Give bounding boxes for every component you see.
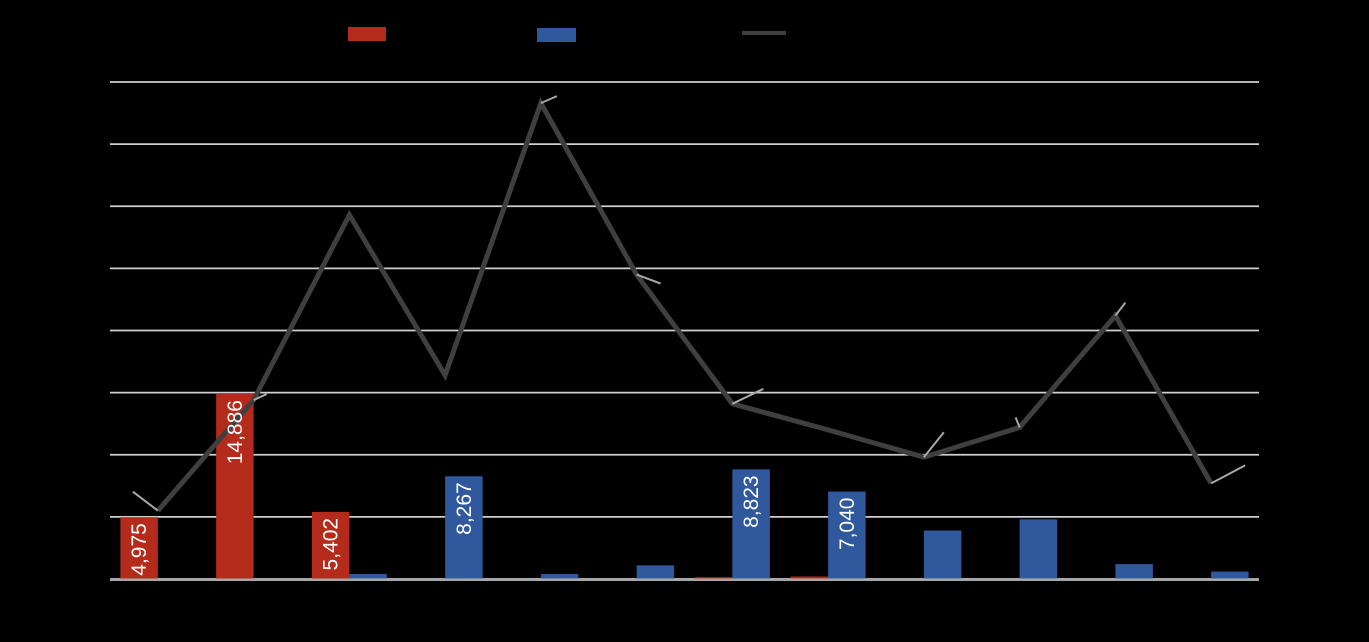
bar-blue-bars-11 [1115, 564, 1153, 579]
bar-blue-bars-4 [445, 476, 483, 579]
bar-data-label: 5,402 [320, 518, 343, 571]
bar-blue-bars-12 [1211, 571, 1249, 579]
bar-data-label: 14,886 [224, 400, 247, 464]
bar-blue-bars-7 [732, 469, 770, 579]
bar-data-label: 8,823 [740, 475, 763, 528]
label-leader-line [923, 431, 945, 458]
label-leader-line [1014, 417, 1021, 428]
bar-data-label: 4,975 [128, 523, 151, 576]
bar-blue-bars-10 [1019, 519, 1058, 579]
trend-line [156, 97, 1214, 513]
legend-swatch-blue-series [537, 28, 576, 42]
bar-blue-bars-6 [636, 565, 675, 579]
bar-red-bars-8 [790, 576, 829, 579]
bar-data-label: 7,040 [836, 498, 859, 551]
bar-blue-bars-8 [828, 491, 866, 579]
label-leader-line [253, 393, 268, 401]
label-leader-line [132, 490, 159, 512]
legend-swatch-red-series [348, 27, 386, 41]
bar-series [120, 394, 1249, 579]
bar-data-labels: 4,975 14,886 5,402 8,267 8,823 7,040 [128, 400, 859, 576]
label-leader-line [540, 95, 558, 105]
gridlines [110, 81, 1259, 580]
bar-blue-bars-9 [923, 530, 962, 579]
bar-data-label: 8,267 [453, 482, 476, 535]
chart-legend [348, 27, 786, 42]
label-leader-line [1114, 301, 1127, 317]
label-leader-line [1210, 464, 1246, 485]
bar-blue-bars-3 [349, 574, 387, 579]
label-leader-line [731, 387, 764, 405]
legend-swatch-line-series [742, 31, 786, 35]
bar-blue-bars-5 [540, 574, 579, 579]
line-series [156, 97, 1214, 513]
label-leader-line [636, 273, 661, 285]
bar-red-bars-7 [694, 577, 733, 579]
bar-red-bars-1 [120, 517, 158, 579]
data-label-leader-lines [132, 95, 1246, 512]
bar-red-bars-3 [311, 511, 350, 579]
